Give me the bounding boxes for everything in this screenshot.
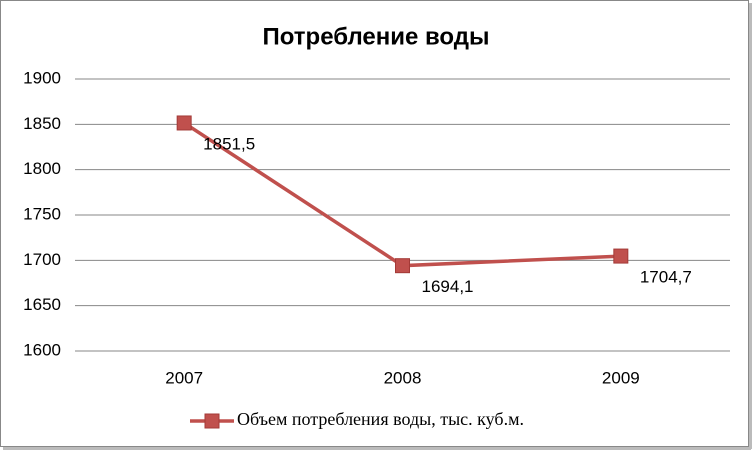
y-tick-label: 1750 (23, 204, 61, 223)
y-tick-label: 1650 (23, 295, 61, 314)
y-tick-label: 1900 (23, 68, 61, 87)
y-tick-label: 1800 (23, 159, 61, 178)
legend-marker (204, 413, 220, 429)
data-point (613, 248, 629, 264)
x-tick-label: 2009 (602, 368, 640, 387)
data-label: 1704,7 (640, 268, 692, 287)
x-tick-label: 2008 (384, 368, 422, 387)
data-point (395, 258, 410, 274)
y-tick-label: 1700 (23, 250, 61, 269)
data-point (176, 115, 192, 131)
data-label: 1851,5 (203, 134, 255, 153)
y-tick-label: 1850 (23, 114, 61, 133)
chart-title: Потребление воды (262, 23, 489, 50)
y-tick-label: 1600 (23, 340, 61, 359)
data-label: 1694,1 (422, 277, 474, 296)
legend-label: Объем потребления воды, тыс. куб.м. (237, 409, 524, 429)
x-tick-label: 2007 (165, 368, 203, 387)
